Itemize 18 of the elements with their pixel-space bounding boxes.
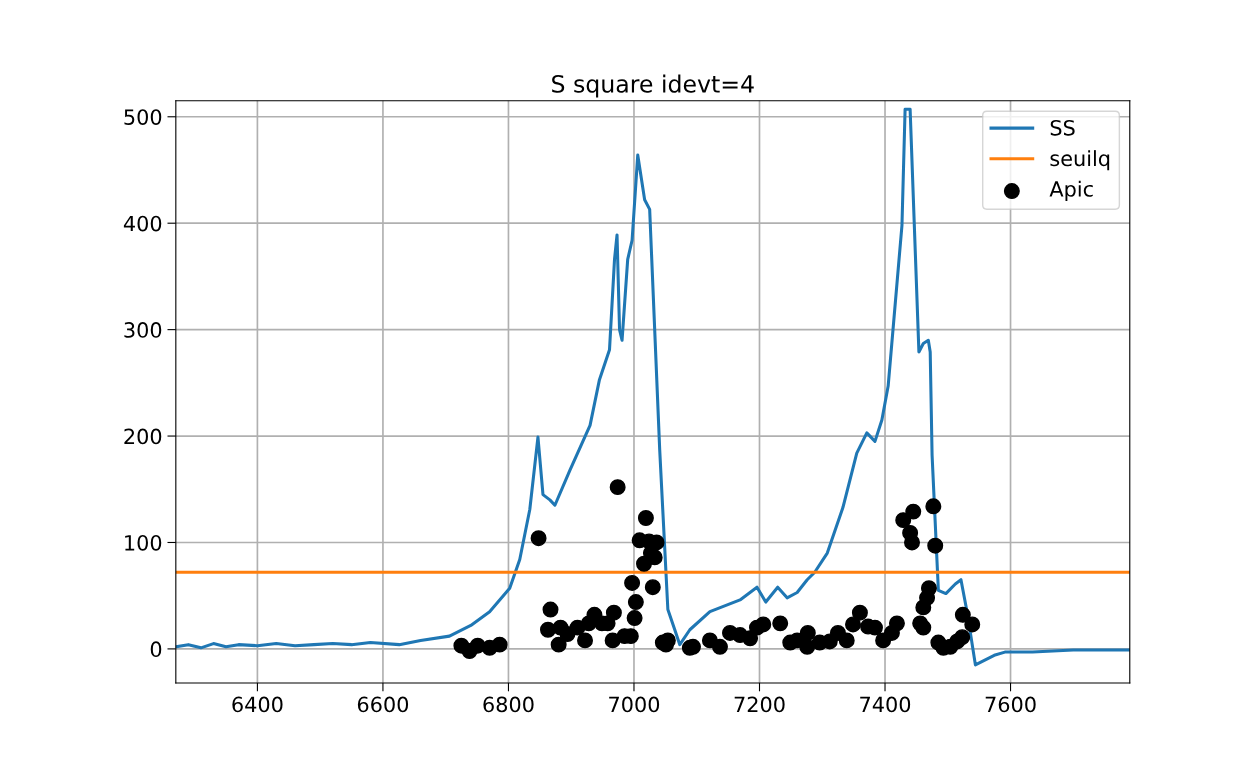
legend-label: SS [1050,119,1075,136]
x-tick-label: 7200 [734,696,785,713]
legend-label: Apic [1049,180,1093,201]
x-tick-label: 6800 [483,696,534,713]
y-tick-label: 500 [124,109,162,125]
chart-title: S square idevt=4 [552,74,754,98]
y-tick-label: 100 [125,534,162,551]
x-tick-label: 6600 [357,696,409,713]
x-tick-label: 6400 [232,696,283,713]
x-tick-label: 7400 [860,696,911,713]
y-tick-label: 0 [150,641,162,658]
y-tick-label: 300 [124,322,162,338]
legend-label: seuilq [1050,150,1110,171]
y-tick-label: 400 [123,215,162,232]
line-series [175,107,1130,667]
y-tick-label: 200 [124,428,162,445]
x-tick-label: 7600 [985,696,1036,713]
x-tick-label: 7000 [609,696,660,713]
